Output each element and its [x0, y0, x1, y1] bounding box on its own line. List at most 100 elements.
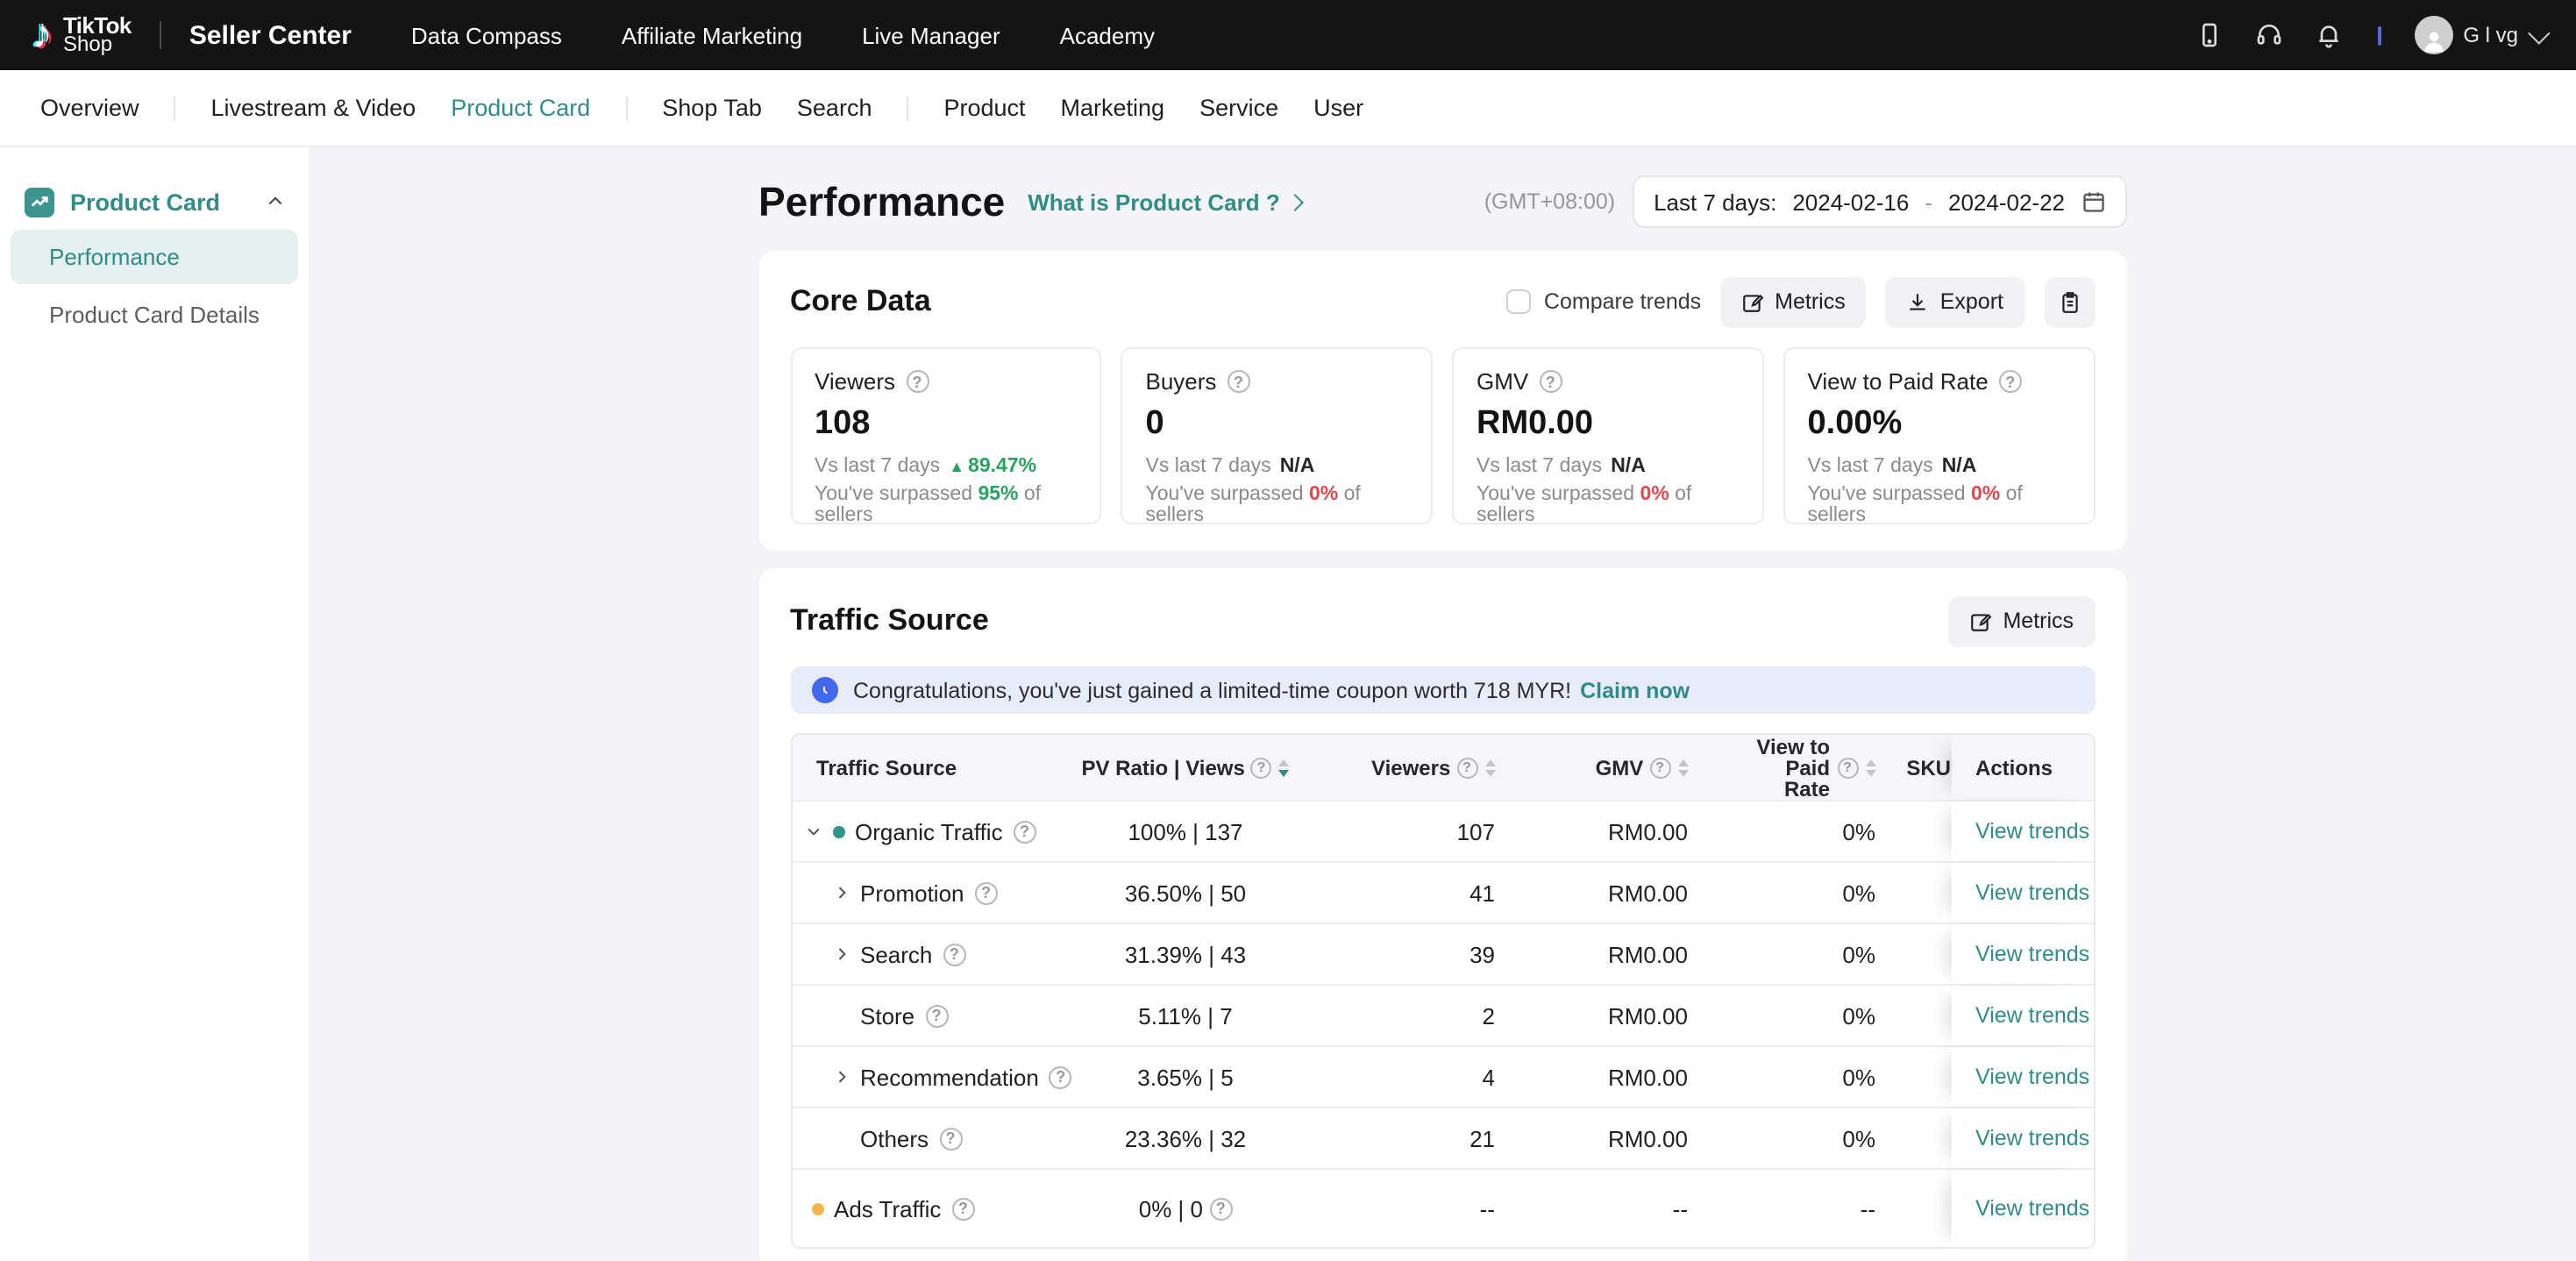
col-pv-ratio-views: PV Ratio | Views ?	[1060, 735, 1311, 800]
user-name: G l vg	[2463, 23, 2518, 47]
view-trends-link[interactable]: View trends	[1975, 1196, 2090, 1221]
table-header-row: Traffic Source PV Ratio | Views ? Viewer…	[792, 735, 2093, 801]
organic-traffic-dot	[832, 825, 844, 837]
col-sku: SKU	[1906, 755, 1951, 780]
help-icon[interactable]: ?	[1998, 370, 2022, 393]
help-icon[interactable]: ?	[906, 370, 929, 393]
tab-product[interactable]: Product	[943, 95, 1026, 121]
claim-now-link[interactable]: Claim now	[1580, 678, 1690, 702]
mobile-app-icon[interactable]	[2195, 20, 2224, 50]
help-icon[interactable]: ?	[1049, 1065, 1072, 1088]
core-data-title: Core Data	[790, 284, 931, 317]
help-icon[interactable]: ?	[951, 1197, 975, 1220]
topbar-item-affiliate-marketing[interactable]: Affiliate Marketing	[621, 22, 803, 48]
divider	[159, 21, 161, 49]
view-trends-link[interactable]: View trends	[1975, 880, 2090, 905]
what-is-product-card-link[interactable]: What is Product Card ?	[1028, 189, 1304, 215]
copy-report-button[interactable]	[2044, 276, 2095, 327]
user-menu[interactable]: G l vg	[2414, 16, 2551, 54]
tab-product-card[interactable]: Product Card	[451, 95, 591, 121]
traffic-metrics-button[interactable]: Metrics	[1948, 595, 2095, 646]
topbar-item-data-compass[interactable]: Data Compass	[410, 22, 562, 48]
surpass-value: 0%	[1308, 484, 1339, 505]
col-traffic-source: Traffic Source	[816, 755, 957, 780]
sort-control[interactable]	[1865, 759, 1875, 776]
sidebar-group-product-card[interactable]: Product Card	[0, 177, 309, 226]
table-row-search: Search ? 31.39% | 43 39 RM0.00 0% View t…	[792, 924, 2093, 986]
sidebar-item-product-card-details[interactable]: Product Card Details	[49, 302, 260, 328]
chevron-down-icon[interactable]	[804, 823, 822, 840]
help-icon[interactable]: ?	[939, 1127, 963, 1150]
sort-control[interactable]	[1677, 759, 1688, 776]
table-row-recommendation: Recommendation ? 3.65% | 5 4 RM0.00 0% V…	[792, 1047, 2093, 1108]
export-button[interactable]: Export	[1885, 276, 2025, 327]
topbar-item-live-manager[interactable]: Live Manager	[862, 22, 1000, 48]
view-trends-link[interactable]: View trends	[1975, 1065, 2090, 1089]
tab-livestream-video[interactable]: Livestream & Video	[210, 95, 416, 121]
view-trends-link[interactable]: View trends	[1975, 1003, 2090, 1028]
coupon-message: Congratulations, you've just gained a li…	[853, 678, 1572, 702]
help-icon[interactable]: ?	[1227, 370, 1250, 393]
download-icon	[1911, 293, 1926, 310]
view-trends-link[interactable]: View trends	[1975, 942, 2090, 966]
help-icon[interactable]: ?	[925, 1004, 949, 1027]
chevron-down-icon	[2528, 21, 2551, 44]
help-icon[interactable]: ?	[943, 943, 966, 965]
chevron-up-icon	[267, 193, 284, 210]
metric-value: 108	[815, 405, 871, 442]
view-trends-link[interactable]: View trends	[1975, 1126, 2090, 1151]
notifications-bell-icon[interactable]	[2314, 20, 2344, 50]
col-view-to-paid-rate: View to Paid Rate ?	[1688, 735, 1875, 800]
col-viewers: Viewers ?	[1311, 735, 1495, 800]
chevron-right-icon[interactable]	[832, 945, 850, 963]
tab-shop-tab[interactable]: Shop Tab	[662, 95, 762, 121]
divider	[2377, 25, 2381, 45]
metric-card-buyers: Buyers ? 0 Vs last 7 days N/A You've sur…	[1121, 347, 1433, 526]
tiktok-shop-logo[interactable]: ♪ TikTok Shop	[32, 11, 132, 58]
sort-control[interactable]	[1278, 759, 1290, 776]
logo-line2: Shop	[63, 32, 113, 56]
help-icon[interactable]: ?	[1456, 757, 1477, 778]
sidebar-item-performance[interactable]: Performance	[11, 230, 298, 284]
help-icon[interactable]: ?	[1209, 1197, 1233, 1220]
chevron-right-icon[interactable]	[832, 884, 850, 901]
tab-service[interactable]: Service	[1199, 95, 1279, 121]
date-preset-label: Last 7 days:	[1654, 189, 1777, 215]
table-row-ads-traffic: Ads Traffic ? 0% | 0 ? -- -- -- View tre…	[792, 1170, 2093, 1247]
compare-trends-checkbox[interactable]	[1506, 289, 1532, 314]
traffic-source-title: Traffic Source	[790, 603, 989, 637]
topbar: ♪ TikTok Shop Seller Center Data Compass…	[0, 0, 2576, 70]
topbar-item-academy[interactable]: Academy	[1059, 22, 1156, 48]
logo-line1: TikTok	[63, 12, 132, 39]
support-headset-icon[interactable]	[2254, 20, 2284, 50]
core-data-card: Core Data Compare trends Metrics	[758, 251, 2126, 551]
delta-na: N/A	[1941, 456, 1977, 477]
timezone-label: (GMT+08:00)	[1484, 189, 1616, 214]
sort-control[interactable]	[1484, 759, 1495, 776]
tab-marketing[interactable]: Marketing	[1060, 95, 1165, 121]
date-start: 2024-02-16	[1792, 189, 1910, 215]
view-trends-link[interactable]: View trends	[1975, 819, 2090, 844]
date-range-picker[interactable]: Last 7 days: 2024-02-16 - 2024-02-22	[1633, 175, 2126, 228]
metric-value: 0.00%	[1807, 405, 1903, 442]
help-icon[interactable]: ?	[1649, 757, 1670, 778]
tab-user[interactable]: User	[1313, 95, 1364, 121]
divider	[625, 96, 628, 120]
avatar	[2414, 16, 2453, 54]
help-icon[interactable]: ?	[1837, 757, 1858, 778]
metrics-button[interactable]: Metrics	[1720, 276, 1867, 327]
tab-search[interactable]: Search	[796, 95, 872, 121]
help-icon[interactable]: ?	[974, 881, 998, 904]
metric-card-view-to-paid-rate: View to Paid Rate ? 0.00% Vs last 7 days…	[1783, 347, 2095, 526]
tiktok-note-icon: ♪	[32, 11, 53, 58]
metric-value: 0	[1145, 405, 1164, 442]
sidebar: Product Card Performance Product Card De…	[0, 147, 309, 1261]
help-icon[interactable]: ?	[1539, 370, 1562, 393]
divider	[174, 96, 176, 120]
col-gmv: GMV ?	[1495, 735, 1688, 800]
help-icon[interactable]: ?	[1250, 757, 1272, 778]
compare-trends-toggle[interactable]: Compare trends	[1506, 289, 1701, 314]
help-icon[interactable]: ?	[1013, 820, 1036, 843]
tab-overview[interactable]: Overview	[40, 95, 139, 121]
chevron-right-icon[interactable]	[832, 1068, 850, 1086]
